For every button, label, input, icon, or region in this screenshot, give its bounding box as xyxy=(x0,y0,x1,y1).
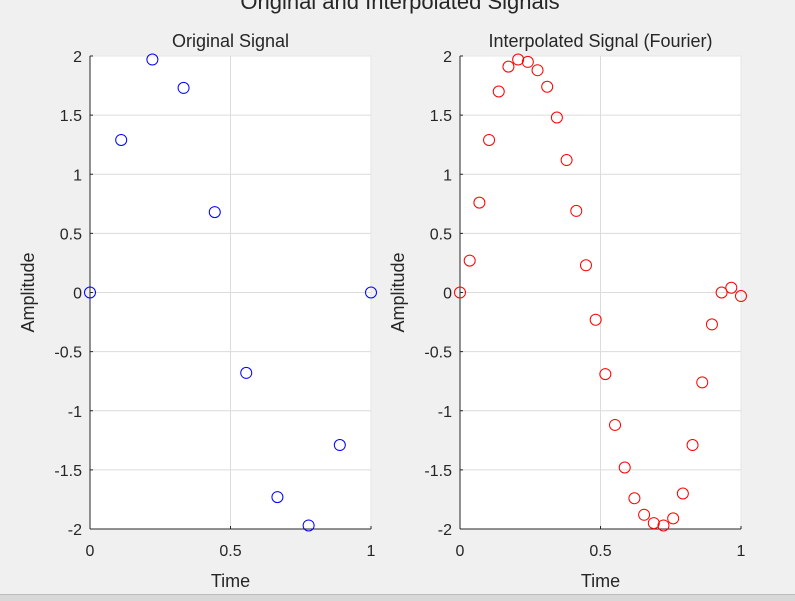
y-tick-label: 2 xyxy=(443,49,452,66)
original-signal-data-point xyxy=(115,133,128,146)
interpolated-signal-data-point xyxy=(657,519,670,532)
y-tick-label: -1 xyxy=(438,404,452,421)
original-signal-data-point xyxy=(84,286,96,299)
x-tick-label: 0.5 xyxy=(219,543,241,560)
y-tick-label: -0.5 xyxy=(424,345,452,362)
y-tick-label: -2 xyxy=(68,522,82,539)
interpolated-signal-data-point xyxy=(725,281,738,294)
original-signal-data-point xyxy=(208,206,221,219)
interpolated-signal-data-point xyxy=(502,60,515,73)
interpolated-signal-data-point xyxy=(676,487,689,500)
original-signal-axes[interactable]: -2 -1.5 -1 -0.5 0 0.5 1 1.5 2 0 0.5 1 Original Signa… xyxy=(18,31,377,591)
interpolated-signal-title: Interpolated Signal (Fourier) xyxy=(488,31,712,51)
interpolated-signal-data-point xyxy=(638,508,651,521)
interpolated-signal-data-point xyxy=(686,439,699,452)
interpolated-signal-data-point xyxy=(705,318,718,331)
interpolated-signal-data-point xyxy=(589,313,602,326)
y-tick-label: -0.5 xyxy=(54,345,82,362)
interpolated-signal-data-point xyxy=(541,80,554,93)
y-tick-label: -1 xyxy=(68,404,82,421)
original-signal-title: Original Signal xyxy=(172,31,289,51)
interpolated-signal-data-point xyxy=(560,154,573,167)
interpolated-signal-data-point xyxy=(735,290,747,303)
window-bottom-edge xyxy=(0,594,795,601)
figure-suptitle: Original and Interpolated Signals xyxy=(240,0,559,14)
y-tick-label: 1 xyxy=(443,167,452,184)
y-tick-label: -1.5 xyxy=(54,463,82,480)
interpolated-signal-data-point xyxy=(715,286,728,299)
interpolated-signal-data-point xyxy=(550,111,563,124)
interpolated-signal-data-point xyxy=(628,492,641,505)
y-tick-label: 2 xyxy=(73,49,82,66)
y-tick-label: 0 xyxy=(443,286,452,303)
interpolated-signal-data-point xyxy=(599,368,612,381)
interpolated-signal-data-point xyxy=(531,64,544,77)
interpolated-signal-data-point xyxy=(618,461,631,474)
original-signal-data-point xyxy=(177,81,190,94)
original-signal-data-point xyxy=(146,53,159,66)
y-tick-label: 1.5 xyxy=(430,108,452,125)
interpolated-signal-xlabel: Time xyxy=(581,571,620,591)
interpolated-signal-data-point xyxy=(483,133,496,146)
interpolated-signal-ylabel: Amplitude xyxy=(388,252,408,332)
interpolated-signal-axes[interactable]: -2 -1.5 -1 -0.5 0 0.5 1 1.5 2 0 0.5 1 Interpolated S… xyxy=(388,31,747,591)
x-tick-label: 1 xyxy=(737,543,746,560)
original-signal-data-point xyxy=(271,491,284,504)
original-signal-ylabel: Amplitude xyxy=(18,252,38,332)
interpolated-signal-data-point xyxy=(647,517,660,530)
x-tick-label: 0 xyxy=(456,543,465,560)
x-tick-label: 0 xyxy=(86,543,95,560)
interpolated-signal-data-point xyxy=(696,376,709,389)
interpolated-signal-data-point xyxy=(521,55,534,68)
interpolated-signal-data-point xyxy=(492,85,505,98)
y-tick-label: 0 xyxy=(73,286,82,303)
x-tick-label: 1 xyxy=(367,543,376,560)
original-signal-data-point xyxy=(333,439,346,452)
y-tick-label: 1 xyxy=(73,167,82,184)
y-tick-label: 1.5 xyxy=(60,108,82,125)
interpolated-signal-data-point xyxy=(473,196,486,209)
y-tick-label: -1.5 xyxy=(424,463,452,480)
y-tick-label: 0.5 xyxy=(60,226,82,243)
interpolated-signal-data-point xyxy=(667,512,680,525)
interpolated-signal-data-point xyxy=(579,259,592,272)
interpolated-signal-data-point xyxy=(454,286,466,299)
x-tick-label: 0.5 xyxy=(589,543,611,560)
interpolated-signal-data-point xyxy=(570,204,583,217)
original-signal-xlabel: Time xyxy=(211,571,250,591)
interpolated-signal-data-point xyxy=(463,254,476,267)
original-signal-data-point xyxy=(365,286,377,299)
interpolated-signal-data-point xyxy=(512,53,525,66)
interpolated-signal-data-point xyxy=(609,418,622,431)
original-signal-data-point xyxy=(302,519,315,532)
original-signal-data-point xyxy=(240,366,253,379)
y-tick-label: -2 xyxy=(438,522,452,539)
y-tick-label: 0.5 xyxy=(430,226,452,243)
